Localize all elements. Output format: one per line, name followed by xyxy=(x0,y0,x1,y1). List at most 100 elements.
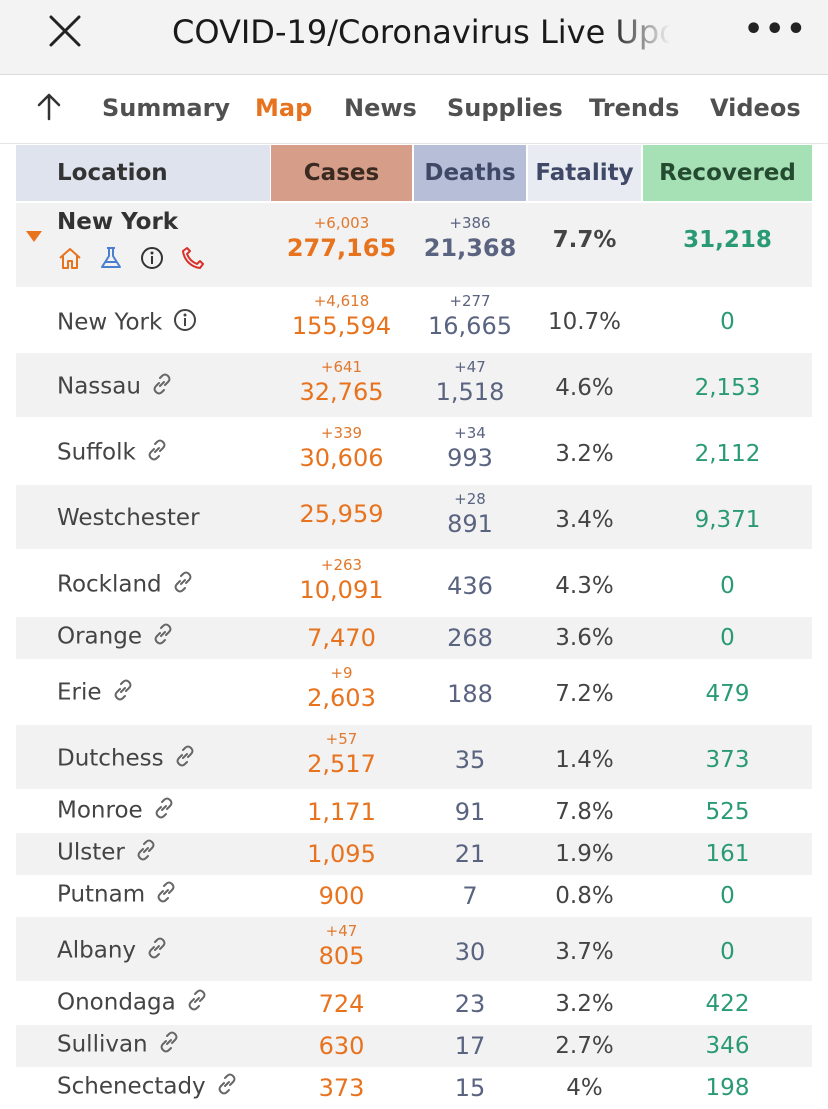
location-cell: Putnam xyxy=(57,881,177,909)
table-row[interactable]: Nassau +641 32,765 +47 1,518 4.6% 2,153 xyxy=(16,353,812,417)
cases-cell: 1,171 xyxy=(271,797,412,827)
table-row[interactable]: New York +4,618 155,594 +277 16,665 10.7% 0 xyxy=(16,287,812,351)
deaths-cell: +277 16,665 xyxy=(414,291,526,341)
location-name: Schenectady xyxy=(57,1073,206,1100)
recovered-cell: 346 xyxy=(705,1033,750,1059)
fatality-cell: 3.7% xyxy=(555,939,614,965)
cases-total: 7,470 xyxy=(307,624,376,652)
location-name: Rockland xyxy=(57,571,162,598)
recovered-cell: 2,112 xyxy=(694,441,761,467)
fatality-cell: 4.3% xyxy=(555,573,614,599)
table-row[interactable]: Ulster 1,095 21 1.9% 161 xyxy=(16,833,812,875)
state-fatality: 7.7% xyxy=(552,227,617,253)
link-icon[interactable] xyxy=(174,745,196,773)
deaths-cell: +47 1,518 xyxy=(414,357,526,407)
deaths-cell: 35 xyxy=(414,745,526,775)
deaths-delta: +28 xyxy=(454,490,486,508)
table-row[interactable]: Westchester 25,959 +28 891 3.4% 9,371 xyxy=(16,485,812,549)
link-icon[interactable] xyxy=(186,989,208,1017)
fatality-cell: 0.8% xyxy=(555,883,614,909)
table-row[interactable]: Putnam 900 7 0.8% 0 xyxy=(16,875,812,917)
phone-icon[interactable] xyxy=(180,245,206,275)
cases-cell: +9 2,603 xyxy=(271,663,412,713)
header-deaths[interactable]: Deaths xyxy=(414,145,526,201)
tab-bar: Summary Map News Supplies Trends Videos xyxy=(0,75,828,144)
deaths-total: 188 xyxy=(447,680,493,708)
table-row[interactable]: Albany +47 805 30 3.7% 0 xyxy=(16,917,812,981)
deaths-total: 16,665 xyxy=(428,312,512,340)
deaths-total: 21 xyxy=(454,840,486,868)
recovered-cell: 373 xyxy=(705,747,750,773)
link-icon[interactable] xyxy=(153,797,175,825)
tab-trends[interactable]: Trends xyxy=(589,94,680,122)
table-row[interactable]: Monroe 1,171 91 7.8% 525 xyxy=(16,791,812,833)
link-icon[interactable] xyxy=(216,1073,238,1101)
recovered-cell: 198 xyxy=(705,1075,750,1101)
location-cell: Onondaga xyxy=(57,989,208,1017)
table-row[interactable]: Onondaga 724 23 3.2% 422 xyxy=(16,983,812,1025)
state-row[interactable]: New York +6,003 277,165 +386 21,368 7.7%… xyxy=(16,203,812,287)
location-cell: Albany xyxy=(57,937,168,965)
collapse-caret-icon[interactable] xyxy=(26,231,42,242)
table-row[interactable]: Rockland +263 10,091 436 4.3% 0 xyxy=(16,551,812,615)
table-row[interactable]: Erie +9 2,603 188 7.2% 479 xyxy=(16,659,812,723)
deaths-total: 91 xyxy=(454,798,486,826)
header-recovered[interactable]: Recovered xyxy=(643,145,812,201)
home-icon[interactable] xyxy=(57,245,83,275)
fatality-cell: 2.7% xyxy=(555,1033,614,1059)
link-icon[interactable] xyxy=(158,1031,180,1059)
cases-cell: 7,470 xyxy=(271,623,412,653)
deaths-cell: 21 xyxy=(414,839,526,869)
cases-delta: +9 xyxy=(330,664,353,682)
cases-cell: 900 xyxy=(271,881,412,911)
flask-icon[interactable] xyxy=(98,245,124,275)
location-cell: Nassau xyxy=(57,373,173,401)
link-icon[interactable] xyxy=(146,439,168,467)
fatality-cell: 1.9% xyxy=(555,841,614,867)
tab-summary[interactable]: Summary xyxy=(102,94,231,122)
tab-news[interactable]: News xyxy=(344,94,417,122)
cases-cell: 630 xyxy=(271,1031,412,1061)
fatality-cell: 3.2% xyxy=(555,441,614,467)
link-icon[interactable] xyxy=(152,623,174,651)
link-icon[interactable] xyxy=(172,571,194,599)
info-icon[interactable] xyxy=(172,307,198,339)
deaths-total: 30 xyxy=(454,938,486,966)
recovered-cell: 161 xyxy=(705,841,750,867)
table-row[interactable]: Dutchess +57 2,517 35 1.4% 373 xyxy=(16,725,812,789)
link-icon[interactable] xyxy=(155,881,177,909)
cases-total: 805 xyxy=(318,942,365,970)
location-cell: Monroe xyxy=(57,797,175,825)
fatality-cell: 7.2% xyxy=(555,681,614,707)
info-icon[interactable] xyxy=(139,245,165,275)
table-row[interactable]: Sullivan 630 17 2.7% 346 xyxy=(16,1025,812,1067)
fatality-cell: 3.4% xyxy=(555,507,614,533)
table-row[interactable]: Schenectady 373 15 4% 198 xyxy=(16,1067,812,1109)
link-icon[interactable] xyxy=(146,937,168,965)
table-row[interactable]: Orange 7,470 268 3.6% 0 xyxy=(16,617,812,659)
close-icon[interactable] xyxy=(48,14,82,48)
header-fatality[interactable]: Fatality xyxy=(528,145,641,201)
link-icon[interactable] xyxy=(135,839,157,867)
header-cases[interactable]: Cases xyxy=(271,145,412,201)
deaths-cell: +28 891 xyxy=(414,489,526,539)
scroll-to-top-icon[interactable] xyxy=(34,91,64,121)
deaths-total: 7 xyxy=(462,882,478,910)
link-icon[interactable] xyxy=(151,373,173,401)
fatality-cell: 3.2% xyxy=(555,991,614,1017)
tab-videos[interactable]: Videos xyxy=(710,94,801,122)
location-cell: Suffolk xyxy=(57,439,168,467)
deaths-cell: 15 xyxy=(414,1073,526,1103)
link-icon[interactable] xyxy=(112,679,134,707)
cases-cell: +263 10,091 xyxy=(271,555,412,605)
tab-map[interactable]: Map xyxy=(255,94,313,122)
table-row[interactable]: Suffolk +339 30,606 +34 993 3.2% 2,112 xyxy=(16,419,812,483)
header-location[interactable]: Location xyxy=(16,145,270,201)
location-name: Ulster xyxy=(57,839,125,866)
deaths-delta: +277 xyxy=(449,292,491,310)
location-name: Putnam xyxy=(57,881,146,908)
deaths-total: 17 xyxy=(454,1032,486,1060)
tab-supplies[interactable]: Supplies xyxy=(447,94,563,122)
more-options-icon[interactable]: ••• xyxy=(744,12,808,47)
state-deaths-total: 21,368 xyxy=(423,234,517,262)
